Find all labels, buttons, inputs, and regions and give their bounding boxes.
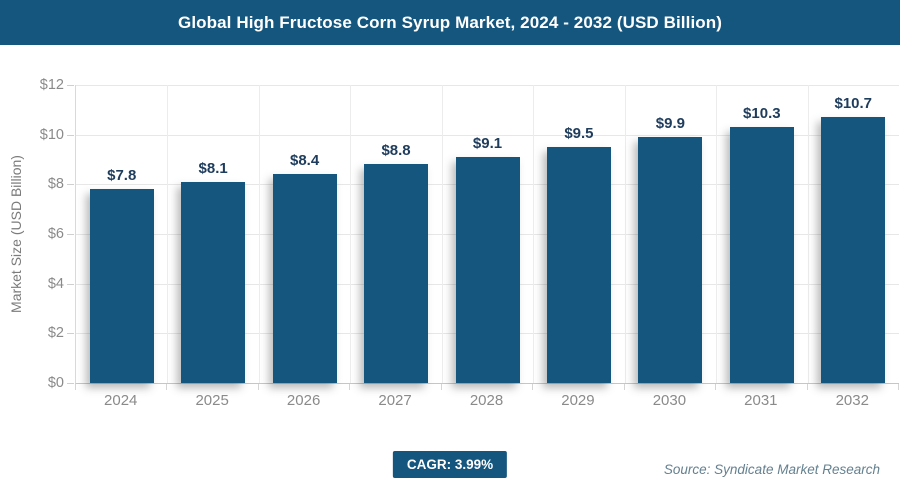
- x-tick-mark: [166, 384, 168, 390]
- gridline-vertical: [258, 85, 260, 383]
- bar: [181, 181, 246, 383]
- y-tick-mark: [67, 85, 74, 86]
- y-tick-mark: [67, 184, 74, 186]
- bar-value-label: $9.5: [564, 125, 594, 143]
- bar-value-label: $7.8: [107, 167, 137, 185]
- x-tick-label: 2030: [652, 392, 687, 409]
- gridline-vertical: [441, 85, 443, 383]
- x-tick-mark: [898, 384, 899, 390]
- bar-value-label: $10.3: [743, 105, 781, 123]
- y-tick-mark: [67, 283, 74, 285]
- y-tick-mark: [67, 234, 74, 235]
- y-tick-label: $10: [39, 126, 64, 143]
- gridline-horizontal: [76, 85, 899, 86]
- chart-title-bar: Global High Fructose Corn Syrup Market, …: [0, 0, 900, 45]
- x-tick-mark: [75, 384, 76, 390]
- gridline-vertical: [167, 85, 169, 383]
- bar: [272, 174, 337, 383]
- y-tick-label: $8: [47, 176, 64, 193]
- y-tick-mark: [67, 333, 74, 335]
- x-tick-mark: [715, 384, 717, 390]
- bar: [546, 147, 611, 383]
- bar: [89, 189, 154, 383]
- x-tick-label: 2028: [469, 392, 504, 409]
- x-tick-mark: [623, 384, 625, 390]
- cagr-badge: CAGR: 3.99%: [392, 451, 508, 478]
- bar: [364, 164, 429, 383]
- bar-value-label: $8.1: [198, 159, 228, 177]
- bar-value-label: $8.8: [381, 142, 411, 160]
- y-tick-label: $6: [47, 226, 64, 242]
- x-tick-mark: [349, 384, 351, 390]
- y-tick-mark: [67, 383, 74, 384]
- x-tick-mark: [440, 384, 442, 390]
- gridline-vertical: [807, 85, 809, 383]
- y-tick-mark: [67, 134, 74, 136]
- x-tick-label: 2031: [744, 392, 778, 409]
- bar-value-label: $8.4: [290, 152, 320, 170]
- x-tick-label: 2024: [104, 392, 138, 409]
- x-tick-label: 2026: [286, 392, 321, 409]
- plot-area: $7.8 $8.1 $8.4 $8.8 $9.1 $9.5 $9.9 $10.3 $10.7: [75, 85, 899, 384]
- bar: [821, 117, 886, 383]
- bar: [455, 157, 520, 383]
- gridline-vertical: [350, 85, 352, 383]
- chart-title: Global High Fructose Corn Syrup Market, …: [178, 12, 722, 32]
- x-tick-mark: [532, 384, 534, 390]
- bar: [729, 127, 794, 383]
- bar-value-label: $9.1: [472, 135, 503, 153]
- y-tick-label: $0: [47, 375, 64, 391]
- x-tick-mark: [806, 384, 808, 390]
- gridline-vertical: [533, 85, 535, 383]
- x-tick-label: 2029: [561, 392, 595, 409]
- source-credit: Source: Syndicate Market Research: [663, 462, 880, 477]
- y-tick-label: $4: [47, 275, 64, 292]
- y-tick-label: $2: [47, 325, 64, 342]
- x-tick-mark: [257, 384, 259, 390]
- gridline-horizontal: [76, 134, 899, 136]
- bar-value-label: $10.7: [834, 95, 873, 113]
- bar: [638, 137, 703, 383]
- gridline-vertical: [716, 85, 718, 383]
- gridline-vertical: [624, 85, 626, 383]
- x-tick-label: 2027: [378, 392, 412, 409]
- x-tick-label: 2032: [835, 392, 869, 409]
- bar-value-label: $9.9: [655, 115, 685, 133]
- y-tick-label: $12: [39, 77, 64, 93]
- x-tick-label: 2025: [195, 392, 229, 409]
